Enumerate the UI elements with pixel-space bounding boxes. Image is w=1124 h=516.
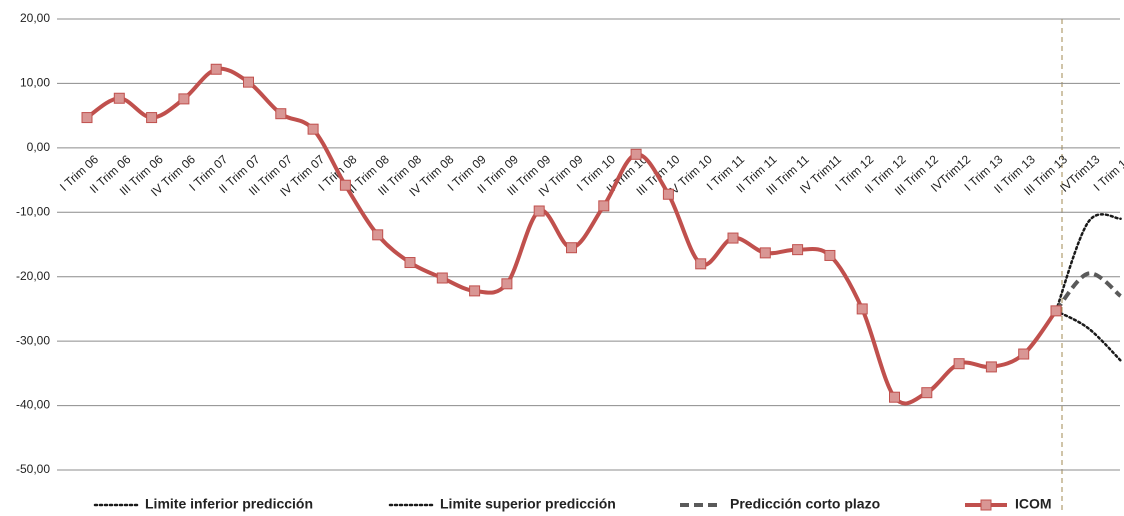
legend-label: ICOM [1015,496,1052,512]
legend-item: Predicción corto plazo [680,496,880,512]
data-point [243,76,254,88]
series-line [1054,309,1122,362]
y-tick-label: 10,00 [20,76,50,90]
data-point [113,92,125,104]
data-point [662,188,674,200]
data-point [566,242,577,254]
data-point [727,232,739,244]
legend-item: Limite inferior predicción [93,496,313,512]
legend-item: ICOM [965,496,1052,512]
data-point [985,361,997,373]
data-point [533,205,545,217]
data-point [921,387,933,399]
data-point [436,272,448,284]
series-line [1054,213,1122,313]
y-tick-label: 0,00 [27,140,51,154]
data-point [630,148,642,160]
legend-label: Limite inferior predicción [145,496,313,512]
legend-label: Predicción corto plazo [730,496,880,512]
y-tick-label: -20,00 [16,269,50,283]
data-point [953,358,965,370]
data-point [178,93,190,105]
data-point [146,112,158,124]
data-point [598,200,610,212]
data-point [501,278,513,290]
data-point [824,249,836,261]
data-point [372,229,384,241]
y-tick-label: -10,00 [16,204,50,218]
data-point [81,112,93,124]
data-point [404,257,416,269]
data-point [210,63,222,75]
y-tick-label: -30,00 [16,333,50,347]
y-tick-label: 20,00 [20,11,50,25]
data-point [695,258,707,270]
data-point [1018,348,1030,360]
legend-marker [980,499,992,511]
y-tick-label: -50,00 [16,462,50,476]
data-point [469,285,481,297]
data-point [307,123,319,135]
y-tick-label: -40,00 [16,398,50,412]
legend-item: Limite superior predicción [388,496,616,512]
data-point [1050,305,1062,317]
data-point [792,244,804,256]
legend-label: Limite superior predicción [440,496,616,512]
data-point [856,303,868,315]
series-line [85,66,1058,406]
data-point [759,247,771,259]
series-line [1054,271,1122,313]
data-point [339,179,351,191]
data-point [275,108,287,120]
data-point [889,391,900,403]
